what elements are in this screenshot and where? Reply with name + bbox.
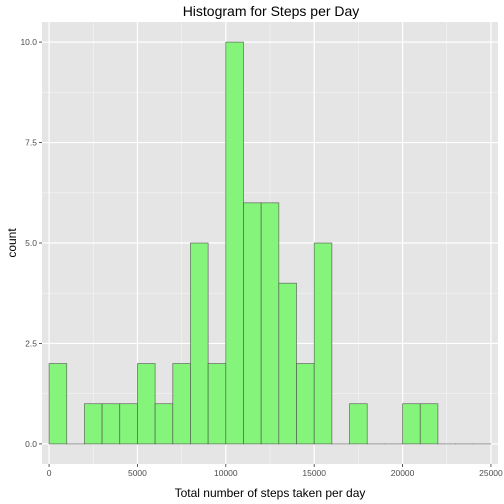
x-tick-label: 0 bbox=[47, 468, 52, 478]
histogram-bar bbox=[190, 242, 209, 445]
x-axis-ticks: 0 5000 10000 15000 20000 25000 bbox=[47, 464, 503, 478]
histogram-bar bbox=[48, 363, 68, 445]
y-axis-ticks: 0.0 2.5 5.0 7.5 10.0 bbox=[20, 37, 42, 449]
histogram-bar bbox=[84, 403, 103, 445]
histogram-bar bbox=[207, 363, 227, 445]
x-axis-title: Total number of steps taken per day bbox=[175, 486, 366, 500]
x-tick-label: 5000 bbox=[128, 468, 147, 478]
x-tick-label: 15000 bbox=[302, 468, 326, 478]
x-tick-label: 25000 bbox=[479, 468, 503, 478]
histogram-bar bbox=[243, 202, 262, 445]
x-tick-label: 20000 bbox=[391, 468, 415, 478]
y-tick-label: 2.5 bbox=[25, 338, 37, 348]
histogram-bar bbox=[402, 403, 421, 445]
chart-title: Histogram for Steps per Day bbox=[183, 3, 360, 19]
x-tick-label: 10000 bbox=[214, 468, 238, 478]
histogram-bars bbox=[48, 41, 492, 445]
y-axis-title: count bbox=[5, 228, 19, 258]
histogram-bar bbox=[260, 202, 280, 445]
histogram-bar bbox=[313, 242, 333, 445]
y-tick-label: 0.0 bbox=[25, 439, 37, 449]
histogram-bar bbox=[349, 403, 368, 445]
histogram-bar bbox=[278, 282, 297, 445]
histogram-bar bbox=[225, 41, 244, 445]
histogram-bar bbox=[101, 403, 121, 445]
y-tick-label: 10.0 bbox=[20, 37, 37, 47]
histogram-bar bbox=[137, 363, 156, 445]
histogram-bar bbox=[419, 403, 439, 445]
histogram-bar bbox=[296, 363, 315, 445]
histogram-bar bbox=[172, 363, 191, 445]
histogram-bar bbox=[119, 403, 138, 445]
histogram-bar bbox=[154, 403, 174, 445]
y-tick-label: 7.5 bbox=[25, 138, 37, 148]
y-tick-label: 5.0 bbox=[25, 238, 37, 248]
